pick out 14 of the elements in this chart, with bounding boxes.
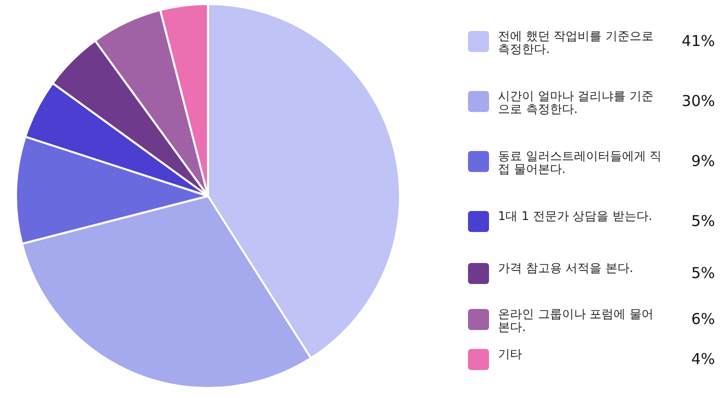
data-label: 5% [690, 264, 715, 282]
data-label: 4% [690, 350, 715, 368]
legend-label: 가격 참고용 서적을 본다. [498, 261, 634, 275]
legend-label: 전에 했던 작업비를 기준으로 측정한다. [498, 29, 654, 56]
legend-label: 온라인 그룹이나 포럼에 물어본다. [498, 307, 654, 334]
data-label: 41% [680, 32, 715, 50]
legend-label: 1대 1 전문가 상담을 받는다. [498, 209, 654, 223]
legend-label: 동료 일러스트레이터들에게 직접 물어본다. [498, 149, 663, 176]
data-label: 5% [690, 212, 715, 230]
legend-label: 시간이 얼마나 걸리냐를 기준으로 측정한다. [498, 89, 654, 116]
data-label: 6% [690, 310, 715, 328]
legend-label: 기타 [498, 347, 523, 361]
data-label: 30% [680, 92, 715, 110]
data-label: 9% [690, 152, 715, 170]
